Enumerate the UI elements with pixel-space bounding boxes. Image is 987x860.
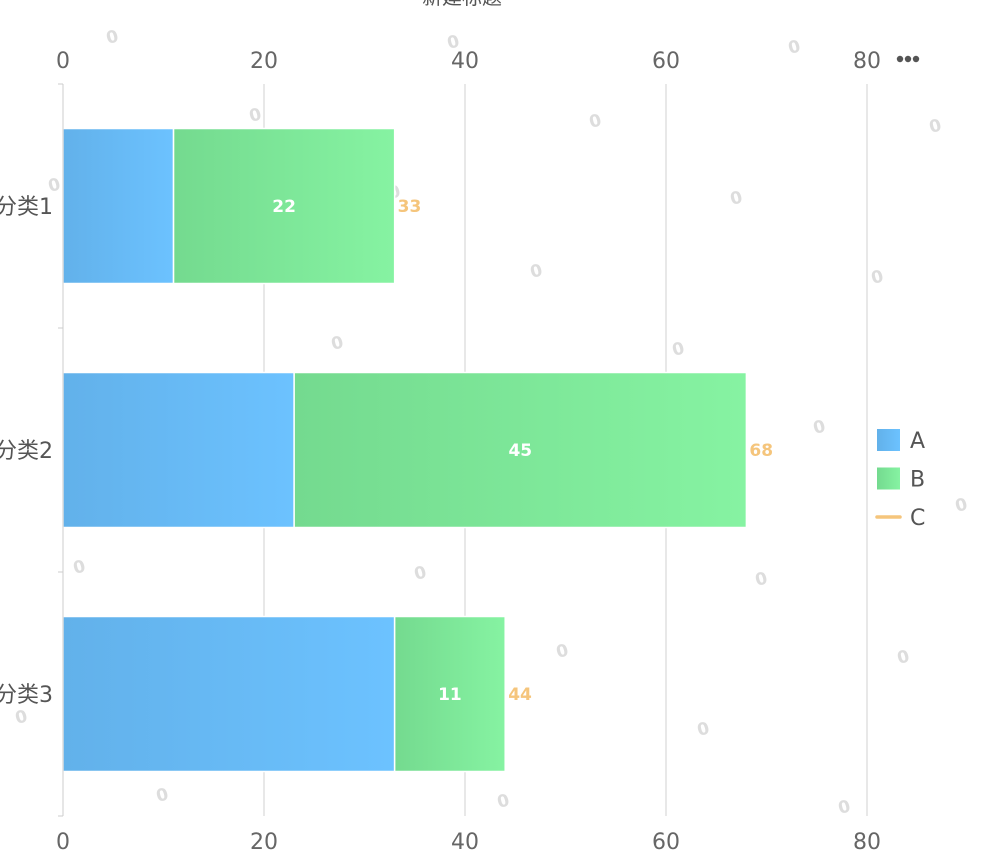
- x-tick-label-top: 80: [853, 49, 881, 74]
- watermark-text: 0: [445, 31, 462, 53]
- bar-segment-a[interactable]: [62, 371, 295, 529]
- bar-segment-a[interactable]: [62, 127, 175, 285]
- watermark-text: 0: [412, 562, 429, 584]
- x-tick-label-bottom: 60: [652, 830, 680, 855]
- x-tick-label-bottom: 20: [250, 830, 278, 855]
- chart-title: 新建标题: [422, 0, 502, 9]
- x-tick-label-top: 20: [250, 49, 278, 74]
- legend-item-a[interactable]: A: [877, 429, 925, 454]
- more-horizontal-icon[interactable]: [896, 55, 920, 63]
- watermark-text: 0: [869, 266, 886, 288]
- watermark-text: 0: [554, 640, 571, 662]
- legend-label: A: [910, 429, 925, 454]
- data-label-c: 68: [749, 441, 773, 461]
- data-label-b: 22: [272, 197, 296, 217]
- watermark-text: 0: [728, 187, 745, 209]
- legend-label: C: [910, 506, 925, 531]
- data-label-b: 45: [508, 441, 532, 461]
- watermark-text: 0: [247, 104, 264, 126]
- watermark-text: 0: [587, 110, 604, 132]
- watermark-text: 0: [104, 26, 121, 48]
- legend-item-b[interactable]: B: [877, 467, 925, 493]
- watermark-text: 0: [953, 494, 970, 516]
- watermark-text: 0: [895, 646, 912, 668]
- watermark-text: 0: [71, 556, 88, 578]
- x-tick-label-bottom: 0: [56, 830, 70, 855]
- watermark-text: 0: [670, 338, 687, 360]
- watermark-text: 0: [811, 416, 828, 438]
- watermark-text: 0: [46, 174, 63, 196]
- x-tick-label-bottom: 80: [853, 830, 881, 855]
- watermark-text: 0: [329, 332, 346, 354]
- category-label: 分类3: [0, 683, 53, 708]
- watermark-text: 0: [927, 115, 944, 137]
- watermark-text: 0: [13, 706, 30, 728]
- watermark-text: 0: [695, 718, 712, 740]
- legend-label: B: [910, 468, 925, 493]
- watermark-text: 0: [753, 568, 770, 590]
- legend-swatch: [877, 467, 900, 490]
- legend-item-c[interactable]: C: [875, 506, 925, 531]
- x-tick-label-top: 0: [56, 49, 70, 74]
- data-label-c: 33: [398, 197, 422, 217]
- category-label: 分类1: [0, 195, 53, 220]
- watermark-text: 0: [154, 784, 171, 806]
- legend: ABC: [875, 429, 925, 531]
- category-label: 分类2: [0, 439, 53, 464]
- bars-layer: [62, 127, 748, 773]
- x-tick-label-top: 60: [652, 49, 680, 74]
- bar-segment-a[interactable]: [62, 615, 396, 773]
- legend-swatch: [877, 429, 900, 451]
- x-tick-label-bottom: 40: [451, 830, 479, 855]
- data-label-b: 11: [438, 685, 462, 705]
- watermark-text: 0: [836, 796, 853, 818]
- watermark-text: 0: [495, 790, 512, 812]
- bar-segment-b[interactable]: [293, 371, 748, 529]
- labels-layer: 22 33 45 68 11 44: [272, 197, 773, 705]
- watermark-text: 0: [786, 36, 803, 58]
- watermark-text: 0: [528, 260, 545, 282]
- bar-segment-b[interactable]: [172, 127, 396, 285]
- bar-segment-b[interactable]: [393, 615, 506, 773]
- axes-layer: 0 0 20 20 40 40 60 60 80 80 分类1 分类2 分类3: [0, 49, 881, 855]
- x-tick-label-top: 40: [451, 49, 479, 74]
- data-label-c: 44: [508, 685, 532, 705]
